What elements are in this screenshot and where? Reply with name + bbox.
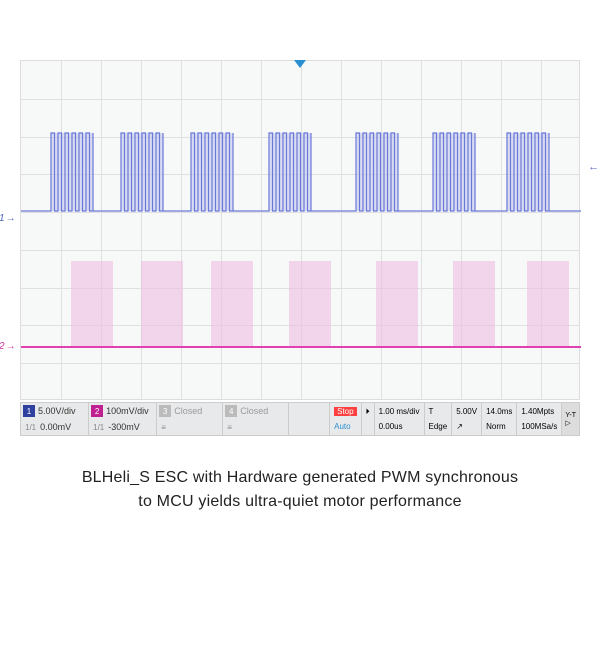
ch2-offset: -300mV: [108, 422, 154, 432]
trigger-level-marker: T: [588, 161, 600, 173]
ch2-ground-marker: 2: [0, 341, 16, 352]
settings-bar: 1 5.00V/div 1/1 0.00mV 2 100mV/div 1/1 -…: [20, 402, 580, 436]
waveform-canvas: [21, 61, 581, 401]
ch2-badge: 2: [91, 405, 103, 417]
memory-depth: 1.40Mpts: [521, 407, 557, 417]
acquisition-status: Stop Auto ⏵ 1.00 ms/div 0.00us T Edge 5.…: [329, 403, 579, 435]
timebase-value: 1.00 ms/div: [379, 407, 420, 417]
edge-icon: ↗: [456, 422, 477, 432]
ch3-badge: 3: [159, 405, 171, 417]
delay-value: 0.00us: [379, 422, 420, 432]
norm-label: Norm: [486, 422, 512, 432]
trigger-mode: Auto: [334, 422, 356, 432]
ch1-ground-marker: 1: [0, 213, 16, 224]
sample-rate: 100MSa/s: [521, 422, 557, 432]
ch3-state: Closed: [174, 406, 220, 416]
ch4-state: Closed: [240, 406, 286, 416]
ch4-sub: ≡: [227, 423, 232, 432]
ch3-settings[interactable]: 3 Closed ≡: [157, 403, 223, 435]
edge-label: Edge: [429, 422, 448, 432]
ch1-ratio: 1/1: [25, 423, 36, 432]
ch2-ratio: 1/1: [93, 423, 104, 432]
ch2-vdiv: 100mV/div: [106, 406, 152, 416]
timebase-icon: ⏵: [366, 407, 370, 417]
trig-level: 5.00V: [456, 407, 477, 417]
ch1-badge: 1: [23, 405, 35, 417]
ch1-vdiv: 5.00V/div: [38, 406, 84, 416]
ch2-settings[interactable]: 2 100mV/div 1/1 -300mV: [89, 403, 157, 435]
ch1-offset: 0.00mV: [40, 422, 86, 432]
ch1-settings[interactable]: 1 5.00V/div 1/1 0.00mV: [21, 403, 89, 435]
display-mode[interactable]: Y-T ▷: [561, 403, 579, 435]
oscilloscope-display: T 1 2: [20, 60, 580, 400]
trig-time: 14.0ms: [486, 407, 512, 417]
trig-src: T: [429, 407, 448, 417]
ch3-sub: ≡: [161, 423, 166, 432]
run-stop-badge[interactable]: Stop: [334, 407, 356, 416]
ch4-badge: 4: [225, 405, 237, 417]
caption-text: BLHeli_S ESC with Hardware generated PWM…: [60, 466, 540, 514]
ch4-settings[interactable]: 4 Closed ≡: [223, 403, 289, 435]
